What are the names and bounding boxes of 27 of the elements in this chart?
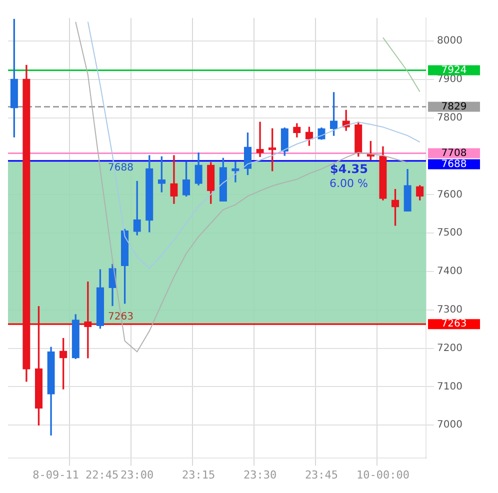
- x-tick-label: 8-09-11 22:45: [32, 468, 119, 482]
- y-tick-label: 7300: [437, 304, 462, 316]
- annotation: 6.00 %: [330, 177, 368, 190]
- annotation: $4.35: [330, 162, 368, 176]
- x-tick-label: 10-00:00: [356, 468, 410, 482]
- ref-line-label: 7924: [441, 64, 467, 76]
- annotation: 7688: [108, 162, 134, 174]
- y-tick-label: 8000: [437, 36, 462, 47]
- y-tick-label: 7100: [437, 381, 462, 392]
- y-tick-label: 7000: [437, 420, 462, 431]
- candlestick: [256, 122, 264, 157]
- ref-line-label: 7829: [441, 101, 467, 112]
- ref-line-label: 7708: [441, 148, 467, 159]
- annotation: 7263: [108, 312, 134, 323]
- x-tick-label: 23:15: [182, 468, 216, 482]
- y-tick-label: 7600: [437, 189, 462, 200]
- x-tick-label: 23:45: [304, 468, 338, 482]
- y-tick-label: 7900: [437, 74, 462, 86]
- ref-line-label: 7263: [441, 318, 467, 330]
- y-tick-label: 7500: [437, 228, 462, 239]
- y-tick-label: 7800: [437, 112, 462, 124]
- x-tick-label: 23:00: [120, 468, 154, 482]
- y-tick-label: 7400: [437, 266, 462, 278]
- y-tick-label: 7200: [437, 342, 462, 354]
- ref-line-label: 7688: [441, 158, 467, 170]
- candlestick: [232, 161, 240, 182]
- x-tick-label: 23:30: [243, 468, 277, 482]
